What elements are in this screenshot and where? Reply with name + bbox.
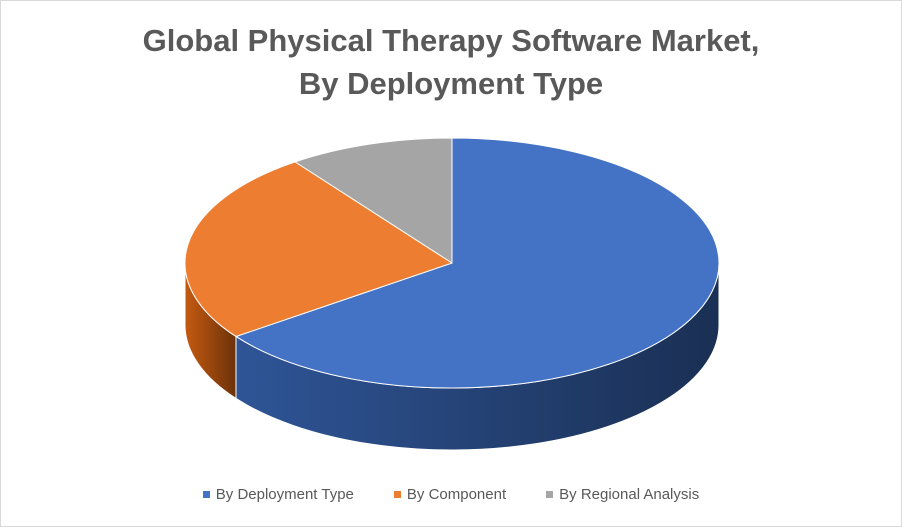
chart-title: Global Physical Therapy Software Market,…	[1, 19, 901, 105]
chart-legend: By Deployment Type By Component By Regio…	[1, 486, 901, 503]
legend-swatch	[393, 491, 401, 498]
pie-slice	[184, 161, 453, 337]
chart-title-line-2: By Deployment Type	[298, 66, 604, 101]
chart-title-line-1: Global Physical Therapy Software Market,	[142, 23, 760, 58]
legend-label: By Regional Analysis	[559, 486, 700, 503]
legend-label: By Component	[406, 486, 507, 503]
legend-swatch	[202, 491, 210, 498]
legend-item-regional-analysis: By Regional Analysis	[546, 486, 699, 503]
pie-slice	[294, 137, 453, 264]
legend-item-deployment-type: By Deployment Type	[202, 486, 354, 503]
legend-item-component: By Component	[393, 486, 507, 503]
legend-swatch	[546, 491, 554, 498]
legend-label: By Deployment Type	[215, 486, 354, 503]
pie-slice	[235, 137, 720, 389]
